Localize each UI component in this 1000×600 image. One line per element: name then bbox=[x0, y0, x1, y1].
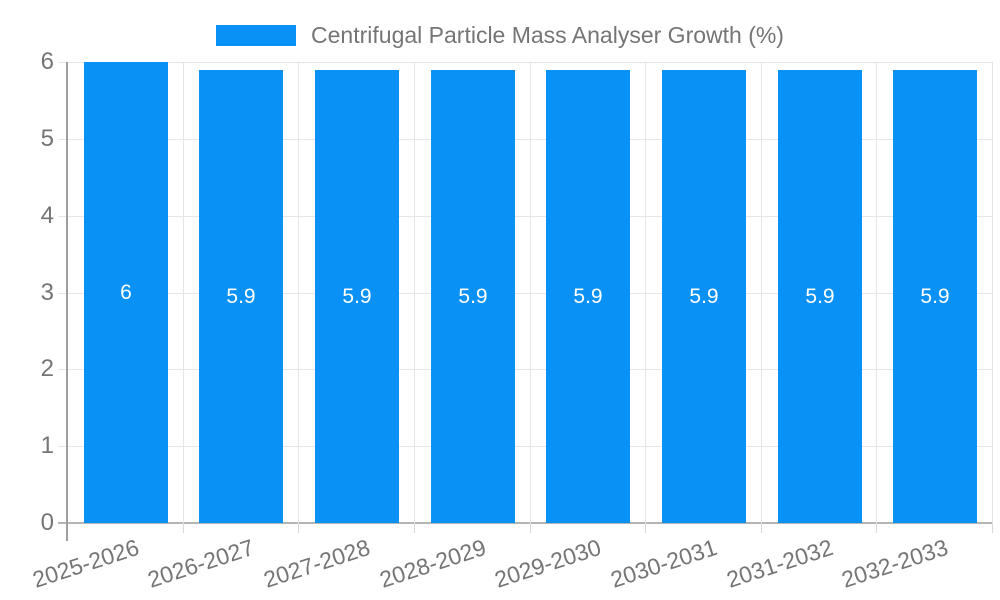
y-axis-tick-label: 6 bbox=[40, 48, 54, 75]
y-gridline bbox=[58, 446, 993, 448]
y-axis-tick-label: 2 bbox=[40, 355, 54, 383]
x-axis-baseline bbox=[58, 522, 993, 524]
bar[interactable]: 6 bbox=[84, 62, 168, 523]
bar-value-label: 5.9 bbox=[689, 284, 719, 308]
bar[interactable]: 5.9 bbox=[546, 70, 630, 523]
x-axis-tick bbox=[760, 523, 762, 533]
bar-value-label: 5.9 bbox=[920, 284, 950, 308]
y-gridline bbox=[58, 215, 993, 217]
y-axis-line bbox=[66, 62, 68, 541]
x-gridline bbox=[413, 62, 415, 523]
x-axis-tick bbox=[645, 523, 647, 533]
bar-value-label: 5.9 bbox=[226, 284, 256, 308]
y-gridline bbox=[58, 62, 993, 63]
bar-value-label: 5.9 bbox=[458, 284, 488, 308]
bar-value-label: 5.9 bbox=[342, 284, 372, 308]
y-axis-tick-label: 4 bbox=[40, 201, 54, 229]
y-gridline bbox=[58, 369, 993, 371]
x-axis-tick bbox=[876, 523, 878, 533]
bar[interactable]: 5.9 bbox=[893, 70, 977, 523]
bar-value-label: 6 bbox=[120, 280, 132, 304]
legend-label: Centrifugal Particle Mass Analyser Growt… bbox=[311, 21, 784, 48]
x-gridline bbox=[529, 62, 531, 523]
bar-value-label: 5.9 bbox=[805, 284, 835, 308]
x-gridline bbox=[992, 62, 993, 523]
legend[interactable]: Centrifugal Particle Mass Analyser Growt… bbox=[0, 21, 1000, 49]
y-gridline bbox=[58, 138, 993, 140]
x-axis-tick bbox=[529, 523, 531, 533]
legend-color-swatch bbox=[216, 24, 297, 46]
x-axis-tick bbox=[992, 523, 993, 533]
bar[interactable]: 5.9 bbox=[778, 70, 862, 523]
x-axis-tick bbox=[298, 523, 300, 533]
x-gridline bbox=[298, 62, 300, 523]
x-axis-tick bbox=[413, 523, 415, 533]
x-gridline bbox=[760, 62, 762, 523]
bar[interactable]: 5.9 bbox=[315, 70, 399, 523]
bar[interactable]: 5.9 bbox=[199, 70, 283, 523]
y-axis-tick-label: 5 bbox=[40, 124, 54, 152]
y-axis-tick-label: 0 bbox=[40, 509, 54, 536]
y-axis-tick-label: 1 bbox=[40, 432, 54, 460]
bar[interactable]: 5.9 bbox=[431, 70, 515, 523]
x-gridline bbox=[182, 62, 184, 523]
x-gridline bbox=[645, 62, 647, 523]
y-gridline bbox=[58, 292, 993, 294]
bar-value-label: 5.9 bbox=[573, 284, 603, 308]
x-axis-tick bbox=[182, 523, 184, 533]
x-gridline bbox=[876, 62, 878, 523]
y-axis-tick-label: 3 bbox=[40, 278, 54, 306]
bar[interactable]: 5.9 bbox=[662, 70, 746, 523]
